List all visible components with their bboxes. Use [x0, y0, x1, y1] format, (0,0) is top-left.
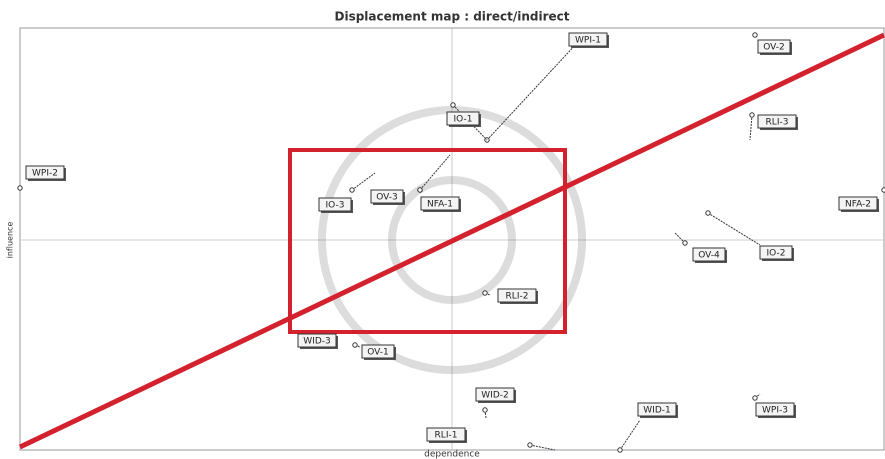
- node-point: [483, 408, 487, 412]
- node-point: [18, 186, 22, 190]
- node-point: [451, 103, 455, 107]
- node-label: IO-3: [326, 201, 345, 211]
- node-label: RLI-3: [766, 118, 789, 128]
- node-point: [706, 211, 710, 215]
- node-point: [750, 113, 754, 117]
- node-label: NFA-2: [845, 200, 871, 210]
- y-axis-label: influence: [6, 222, 15, 259]
- node-label: OV-1: [367, 348, 389, 358]
- title: Displacement map : direct/indirect: [335, 10, 570, 24]
- node-point: [753, 396, 757, 400]
- node-label: IO-2: [767, 249, 786, 259]
- x-axis-label: dependence: [424, 450, 480, 459]
- node-label: WID-1: [643, 406, 670, 416]
- node-label: WPI-2: [32, 169, 58, 179]
- node-point: [353, 343, 357, 347]
- node-label: OV-2: [763, 43, 785, 53]
- node-point: [483, 291, 487, 295]
- node-label: NFA-1: [427, 200, 453, 210]
- node-point: [753, 33, 757, 37]
- node-label: OV-4: [698, 251, 720, 261]
- node-label: WPI-3: [762, 406, 788, 416]
- node-point: [683, 241, 687, 245]
- node-label: WPI-1: [575, 36, 601, 46]
- node-label: IO-1: [454, 115, 473, 125]
- node-label: RLI-2: [506, 292, 529, 302]
- node-point: [418, 188, 422, 192]
- node-label: WID-3: [303, 337, 330, 347]
- node-label: WID-2: [481, 391, 508, 401]
- node-point: [528, 443, 532, 447]
- node-label: RLI-1: [435, 431, 458, 441]
- node-point: [350, 188, 354, 192]
- displacement-map: Displacement map : direct/indirect depen…: [0, 0, 885, 459]
- node-point: [618, 448, 622, 452]
- node-label: OV-3: [376, 193, 398, 203]
